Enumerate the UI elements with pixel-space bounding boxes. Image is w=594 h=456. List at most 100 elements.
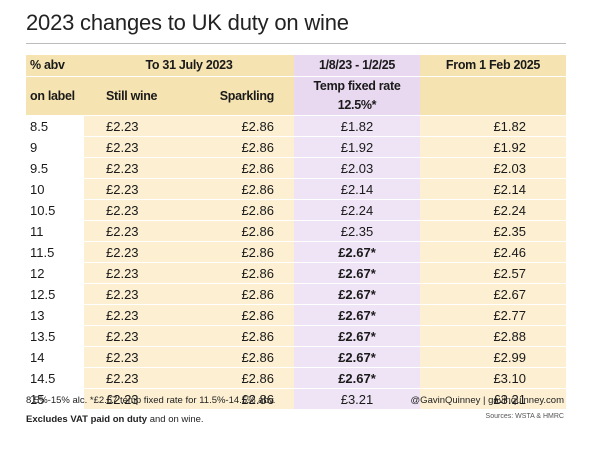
table-row: 9 £2.23 £2.86 £1.92 £1.92 (26, 136, 566, 158)
cell-from-feb-2025: £2.24 (420, 199, 566, 221)
cell-abv: 11 (26, 220, 84, 242)
cell-still-wine: £2.23 (84, 241, 188, 263)
cell-sparkling: £2.86 (188, 241, 294, 263)
cell-temp-rate: £2.67* (294, 346, 420, 368)
cell-still-wine: £2.23 (84, 157, 188, 179)
cell-sparkling: £2.86 (188, 178, 294, 200)
cell-temp-rate: £2.67* (294, 367, 420, 389)
header-group-to-july: To 31 July 2023 (84, 55, 294, 77)
cell-temp-rate: £2.67* (294, 241, 420, 263)
cell-abv: 14.5 (26, 367, 84, 389)
cell-abv: 8.5 (26, 115, 84, 137)
cell-abv: 9 (26, 136, 84, 158)
cell-still-wine: £2.23 (84, 304, 188, 326)
cell-sparkling: £2.86 (188, 388, 294, 410)
cell-temp-rate: £3.21 (294, 388, 420, 410)
table-row: 11 £2.23 £2.86 £2.35 £2.35 (26, 220, 566, 242)
cell-sparkling: £2.86 (188, 283, 294, 305)
header-group-temp: 1/8/23 - 1/2/25 (294, 55, 420, 77)
cell-still-wine: £2.23 (84, 178, 188, 200)
table-row: 13 £2.23 £2.86 £2.67* £2.77 (26, 304, 566, 326)
cell-sparkling: £2.86 (188, 136, 294, 158)
cell-temp-rate: £2.14 (294, 178, 420, 200)
cell-still-wine: £2.23 (84, 220, 188, 242)
vat-note-rest: and on wine. (147, 414, 204, 425)
cell-from-feb-2025: £2.35 (420, 220, 566, 242)
duty-table: % abv To 31 July 2023 1/8/23 - 1/2/25 Fr… (26, 55, 566, 410)
cell-from-feb-2025: £3.10 (420, 367, 566, 389)
cell-sparkling: £2.86 (188, 199, 294, 221)
table-row: 12 £2.23 £2.86 £2.67* £2.57 (26, 262, 566, 284)
cell-still-wine: £2.23 (84, 136, 188, 158)
cell-temp-rate: £2.35 (294, 220, 420, 242)
cell-from-feb-2025: £2.14 (420, 178, 566, 200)
cell-temp-rate: £2.67* (294, 325, 420, 347)
cell-from-feb-2025: £2.46 (420, 241, 566, 263)
table-row: 13.5 £2.23 £2.86 £2.67* £2.88 (26, 325, 566, 347)
footnote: 8.5%-15% alc. *£2.67 temp fixed rate for… (26, 395, 276, 406)
cell-still-wine: £2.23 (84, 346, 188, 368)
cell-sparkling: £2.86 (188, 157, 294, 179)
table-header: % abv To 31 July 2023 1/8/23 - 1/2/25 Fr… (26, 55, 566, 116)
cell-temp-rate: £2.67* (294, 283, 420, 305)
table-row: 12.5 £2.23 £2.86 £2.67* £2.67 (26, 283, 566, 305)
cell-abv: 10 (26, 178, 84, 200)
cell-sparkling: £2.86 (188, 220, 294, 242)
header-group-feb: From 1 Feb 2025 (420, 55, 566, 77)
cell-from-feb-2025: £1.82 (420, 115, 566, 137)
cell-from-feb-2025: £1.92 (420, 136, 566, 158)
cell-temp-rate: £1.82 (294, 115, 420, 137)
cell-from-feb-2025: £3.21 (420, 388, 566, 410)
page-title: 2023 changes to UK duty on wine (26, 10, 349, 35)
header-sparkling: Sparkling (188, 76, 294, 116)
header-on-label: on label (26, 76, 84, 116)
cell-abv: 14 (26, 346, 84, 368)
table-row: 14.5 £2.23 £2.86 £2.67* £3.10 (26, 367, 566, 389)
cell-still-wine: £2.23 (84, 262, 188, 284)
cell-still-wine: £2.23 (84, 199, 188, 221)
cell-temp-rate: £2.67* (294, 262, 420, 284)
header-still-wine: Still wine (84, 76, 188, 116)
cell-still-wine: £2.23 (84, 325, 188, 347)
cell-from-feb-2025: £2.03 (420, 157, 566, 179)
cell-abv: 13.5 (26, 325, 84, 347)
cell-abv: 15 (26, 388, 84, 410)
cell-temp-rate: £2.03 (294, 157, 420, 179)
cell-from-feb-2025: £2.99 (420, 346, 566, 368)
cell-sparkling: £2.86 (188, 325, 294, 347)
cell-sparkling: £2.86 (188, 115, 294, 137)
cell-still-wine: £2.23 (84, 367, 188, 389)
cell-sparkling: £2.86 (188, 346, 294, 368)
cell-abv: 12 (26, 262, 84, 284)
header-abv: % abv (26, 55, 84, 77)
cell-abv: 11.5 (26, 241, 84, 263)
header-temp-rate: Temp fixed rate 12.5%* (294, 76, 420, 116)
sources: Sources: WSTA & HMRC (485, 413, 564, 420)
cell-abv: 10.5 (26, 199, 84, 221)
credit: @GavinQuinney | gavinquinney.com (410, 395, 564, 406)
table-row: 9.5 £2.23 £2.86 £2.03 £2.03 (26, 157, 566, 179)
cell-temp-rate: £2.67* (294, 304, 420, 326)
table-row: 8.5 £2.23 £2.86 £1.82 £1.82 (26, 115, 566, 137)
cell-sparkling: £2.86 (188, 367, 294, 389)
table-body: 8.5 £2.23 £2.86 £1.82 £1.82 9 £2.23 £2.86 £1.92 £… (26, 115, 566, 410)
cell-still-wine: £2.23 (84, 283, 188, 305)
cell-from-feb-2025: £2.57 (420, 262, 566, 284)
cell-from-feb-2025: £2.67 (420, 283, 566, 305)
table-row: 10.5 £2.23 £2.86 £2.24 £2.24 (26, 199, 566, 221)
table-row: 15 £2.23 £2.86 £3.21 £3.21 (26, 388, 566, 410)
cell-still-wine: £2.23 (84, 388, 188, 410)
cell-abv: 13 (26, 304, 84, 326)
cell-from-feb-2025: £2.88 (420, 325, 566, 347)
header-row-2: on label Still wine Sparkling Temp fixed… (26, 76, 566, 116)
header-feb-blank (420, 76, 566, 116)
cell-from-feb-2025: £2.77 (420, 304, 566, 326)
table-row: 10 £2.23 £2.86 £2.14 £2.14 (26, 178, 566, 200)
vat-note-bold: Excludes VAT paid on duty (26, 414, 148, 425)
cell-temp-rate: £2.24 (294, 199, 420, 221)
cell-still-wine: £2.23 (84, 115, 188, 137)
cell-sparkling: £2.86 (188, 304, 294, 326)
cell-temp-rate: £1.92 (294, 136, 420, 158)
table-row: 14 £2.23 £2.86 £2.67* £2.99 (26, 346, 566, 368)
table-row: 11.5 £2.23 £2.86 £2.67* £2.46 (26, 241, 566, 263)
